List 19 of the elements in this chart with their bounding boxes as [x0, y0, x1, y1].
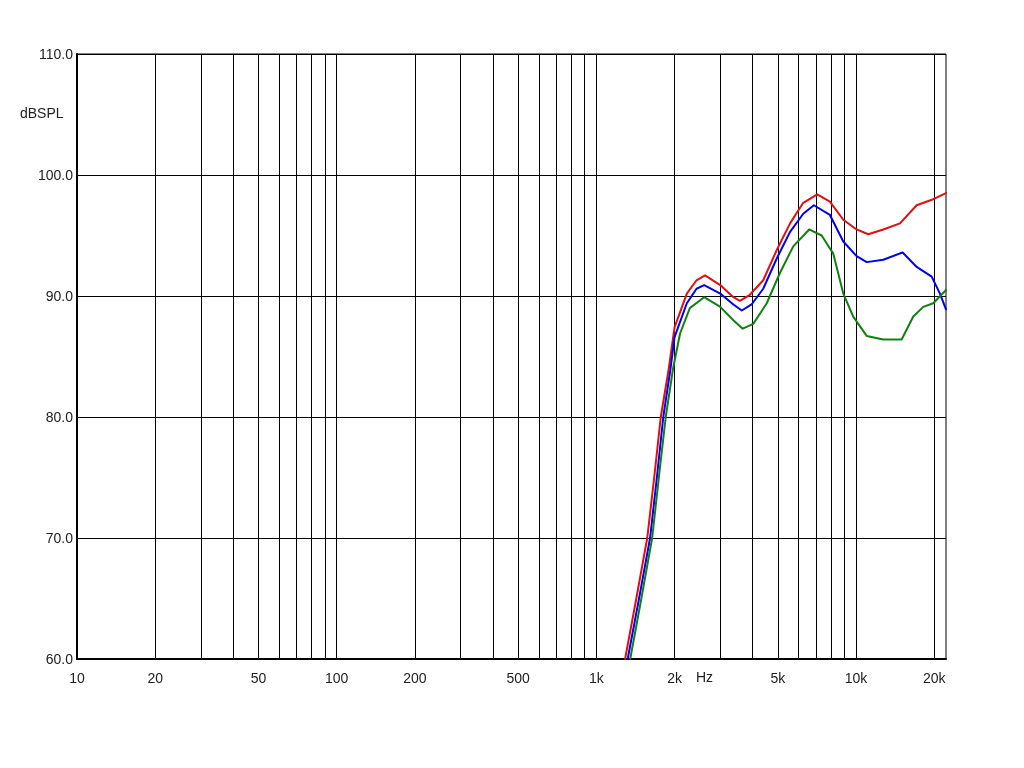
- x-tick-label: 1k: [588, 670, 605, 686]
- x-tick-label: 50: [250, 670, 267, 686]
- x-tick-label: 20: [147, 670, 164, 686]
- x-tick-label: 10k: [844, 670, 869, 686]
- y-tick-label: 80.0: [45, 409, 74, 425]
- x-tick-label: 2k: [667, 670, 683, 686]
- y-tick-label: 70.0: [45, 530, 74, 546]
- x-tick-label: 10: [69, 670, 85, 686]
- y-tick-label: 100.0: [37, 167, 74, 183]
- x-tick-label: 200: [403, 670, 427, 686]
- x-tick-label: 20k: [922, 670, 947, 686]
- y-tick-label: 110.0: [39, 46, 74, 62]
- x-tick-label: 100: [325, 670, 349, 686]
- y-tick-label: 90.0: [45, 288, 74, 304]
- x-axis-title: Hz: [696, 669, 714, 685]
- x-tick-label: 5k: [770, 670, 787, 686]
- y-axis-title: dBSPL: [20, 105, 64, 121]
- x-tick-label: 500: [506, 670, 531, 686]
- y-tick-label: 60.0: [45, 651, 74, 667]
